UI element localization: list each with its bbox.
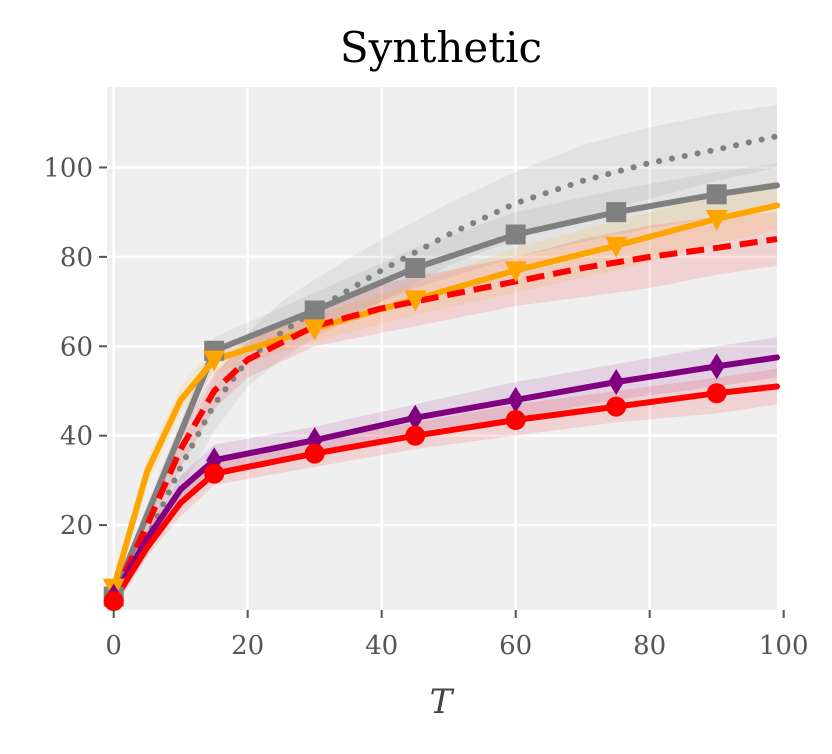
y-tick-label: 20 <box>60 511 93 541</box>
red-circle-marker <box>204 463 225 484</box>
orange-triangle-marker <box>705 209 728 231</box>
x-tick-label: 40 <box>365 631 398 661</box>
x-axis-label: T <box>430 682 455 722</box>
x-tick-label: 60 <box>499 631 532 661</box>
gray-square-marker <box>304 300 325 321</box>
chart-title: Synthetic <box>340 23 542 72</box>
gray-square-line <box>110 182 780 600</box>
y-axis-ticks: 20 40 60 80 100 <box>43 153 107 541</box>
x-tick-label: 20 <box>231 631 264 661</box>
orange-triangle-line <box>110 202 780 591</box>
orange-triangle-marker <box>404 290 427 312</box>
purple-diamond-marker <box>507 386 524 413</box>
purple-diamond-marker <box>407 404 424 431</box>
gray-square-marker <box>505 224 526 245</box>
x-tick-label: 80 <box>633 631 666 661</box>
orange-triangle-marker <box>303 319 326 341</box>
series-markers <box>102 184 728 612</box>
gray-square-marker <box>706 184 727 205</box>
x-axis-ticks: 0 20 40 60 80 100 <box>105 610 809 661</box>
red-dashed-line <box>110 236 778 598</box>
x-tick-label: 0 <box>105 631 122 661</box>
orange-triangle-marker <box>203 350 226 372</box>
series-lines <box>110 133 780 605</box>
y-tick-label: 40 <box>60 422 93 452</box>
x-tick-label: 100 <box>759 631 809 661</box>
gray-square-marker <box>606 202 627 223</box>
orange-triangle-marker <box>605 236 628 258</box>
y-tick-label: 80 <box>60 243 93 273</box>
orange-triangle-marker <box>504 261 527 283</box>
y-tick-label: 100 <box>43 153 93 183</box>
gray-square-band <box>113 162 777 606</box>
y-tick-label: 60 <box>60 332 93 362</box>
gray-square-marker <box>405 258 426 279</box>
purple-diamond-line <box>110 354 780 600</box>
gray-dotted-band <box>113 104 777 606</box>
red-circle-marker <box>606 396 627 417</box>
red-circle-line <box>110 383 780 605</box>
purple-diamond-marker <box>608 369 625 396</box>
purple-diamond-marker <box>708 353 725 380</box>
red-circle-marker <box>505 410 526 431</box>
gray-dotted-line <box>110 133 780 600</box>
red-circle-marker <box>304 443 325 464</box>
red-circle-marker <box>706 383 727 404</box>
red-circle-marker <box>103 591 124 612</box>
red-circle-marker <box>405 425 426 446</box>
